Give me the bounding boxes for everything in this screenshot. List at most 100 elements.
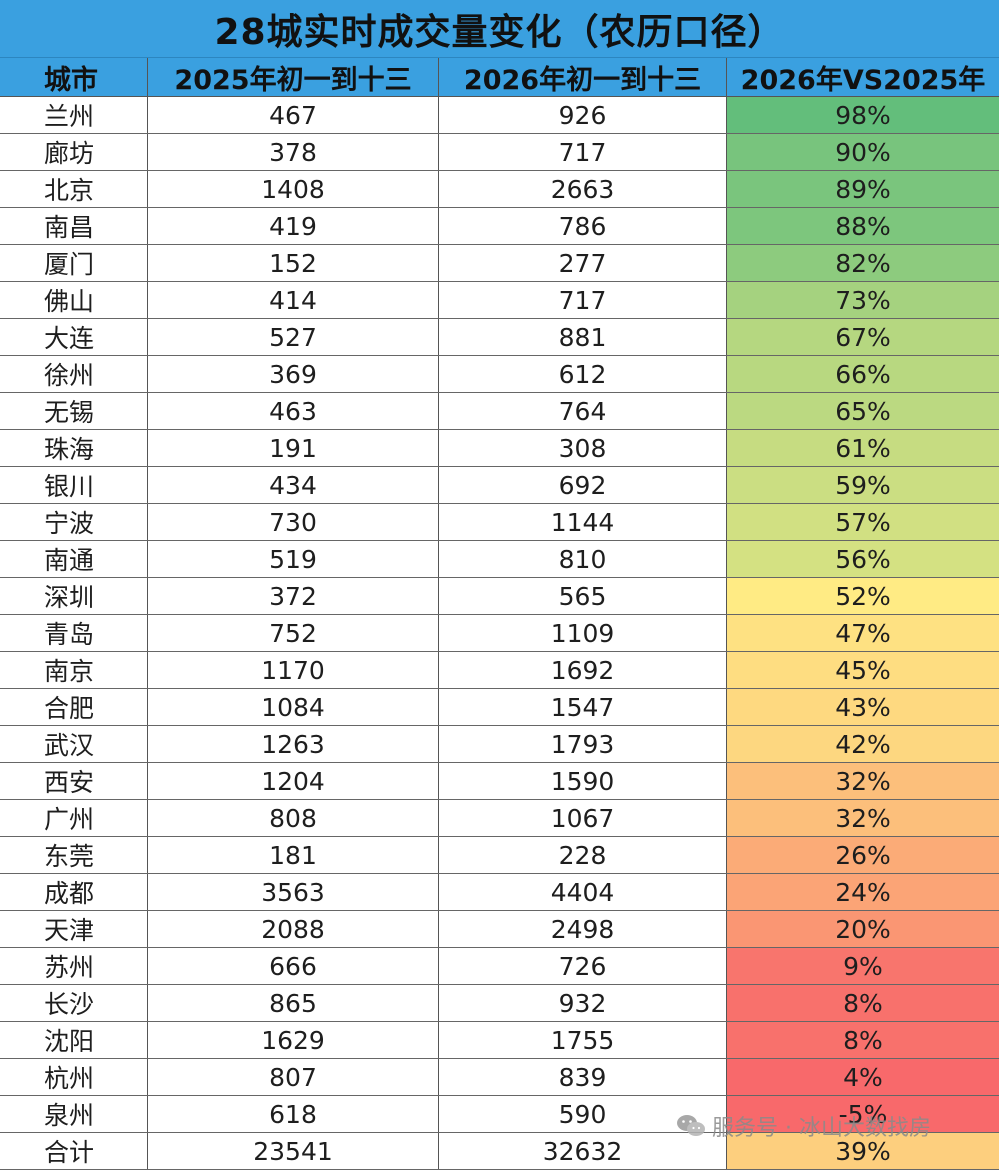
cell-change: -5% [727, 1096, 999, 1132]
cell-2025: 372 [148, 578, 439, 614]
table-row: 东莞 181 228 26% [0, 837, 999, 874]
cell-2025: 2088 [148, 911, 439, 947]
cell-2026: 881 [439, 319, 727, 355]
cell-2026: 932 [439, 985, 727, 1021]
table-row: 广州 808 1067 32% [0, 800, 999, 837]
cell-city: 沈阳 [0, 1022, 148, 1058]
cell-2026: 810 [439, 541, 727, 577]
cell-2026: 786 [439, 208, 727, 244]
cell-2026: 590 [439, 1096, 727, 1132]
cell-2026: 277 [439, 245, 727, 281]
cell-change: 57% [727, 504, 999, 540]
cell-city: 南昌 [0, 208, 148, 244]
cell-change: 61% [727, 430, 999, 466]
cell-2026: 1067 [439, 800, 727, 836]
cell-2025: 865 [148, 985, 439, 1021]
cell-2025: 808 [148, 800, 439, 836]
table-row: 宁波 730 1144 57% [0, 504, 999, 541]
cell-city: 成都 [0, 874, 148, 910]
cell-change: 90% [727, 134, 999, 170]
cell-2026: 565 [439, 578, 727, 614]
cell-city: 无锡 [0, 393, 148, 429]
cell-2026: 1109 [439, 615, 727, 651]
cell-city: 合计 [0, 1133, 148, 1169]
cell-2026: 228 [439, 837, 727, 873]
cell-2026: 2663 [439, 171, 727, 207]
cell-2025: 181 [148, 837, 439, 873]
cell-2026: 692 [439, 467, 727, 503]
table-row: 徐州 369 612 66% [0, 356, 999, 393]
table-row: 青岛 752 1109 47% [0, 615, 999, 652]
cell-change: 88% [727, 208, 999, 244]
cell-2025: 1408 [148, 171, 439, 207]
cell-2025: 3563 [148, 874, 439, 910]
cell-2026: 717 [439, 134, 727, 170]
table-row: 兰州 467 926 98% [0, 97, 999, 134]
cell-change: 8% [727, 985, 999, 1021]
cell-change: 98% [727, 97, 999, 133]
cell-city: 徐州 [0, 356, 148, 392]
table-row: 佛山 414 717 73% [0, 282, 999, 319]
table-row: 武汉 1263 1793 42% [0, 726, 999, 763]
cell-change: 4% [727, 1059, 999, 1095]
table-row: 南通 519 810 56% [0, 541, 999, 578]
cell-change: 65% [727, 393, 999, 429]
cell-2026: 1692 [439, 652, 727, 688]
title-bar: 28城实时成交量变化（农历口径） [0, 0, 999, 58]
cell-change: 89% [727, 171, 999, 207]
cell-city: 大连 [0, 319, 148, 355]
cell-2025: 618 [148, 1096, 439, 1132]
table-row: 合计 23541 32632 39% [0, 1133, 999, 1170]
cell-2026: 1755 [439, 1022, 727, 1058]
cell-2025: 23541 [148, 1133, 439, 1169]
cell-change: 39% [727, 1133, 999, 1169]
cell-2025: 1263 [148, 726, 439, 762]
cell-change: 82% [727, 245, 999, 281]
table-row: 大连 527 881 67% [0, 319, 999, 356]
table-row: 深圳 372 565 52% [0, 578, 999, 615]
cell-change: 26% [727, 837, 999, 873]
cell-change: 20% [727, 911, 999, 947]
cell-2025: 378 [148, 134, 439, 170]
cell-2025: 467 [148, 97, 439, 133]
cell-city: 厦门 [0, 245, 148, 281]
cell-change: 56% [727, 541, 999, 577]
cell-2025: 414 [148, 282, 439, 318]
cell-city: 青岛 [0, 615, 148, 651]
cell-change: 52% [727, 578, 999, 614]
cell-2025: 527 [148, 319, 439, 355]
table-row: 银川 434 692 59% [0, 467, 999, 504]
cell-2025: 1629 [148, 1022, 439, 1058]
cell-2026: 612 [439, 356, 727, 392]
header-2025: 2025年初一到十三 [148, 58, 439, 96]
cell-2026: 1793 [439, 726, 727, 762]
cell-city: 南京 [0, 652, 148, 688]
cell-change: 66% [727, 356, 999, 392]
cell-change: 9% [727, 948, 999, 984]
header-city: 城市 [0, 58, 148, 96]
cell-city: 广州 [0, 800, 148, 836]
table-row: 西安 1204 1590 32% [0, 763, 999, 800]
cell-change: 67% [727, 319, 999, 355]
cell-2025: 752 [148, 615, 439, 651]
cell-city: 天津 [0, 911, 148, 947]
table-row: 无锡 463 764 65% [0, 393, 999, 430]
table-body: 兰州 467 926 98% 廊坊 378 717 90% 北京 1408 2663 89% 南昌 419… [0, 97, 999, 1170]
cell-city: 佛山 [0, 282, 148, 318]
page-title: 28城实时成交量变化（农历口径） [214, 11, 785, 53]
cell-city: 武汉 [0, 726, 148, 762]
cell-2025: 152 [148, 245, 439, 281]
cell-2025: 1204 [148, 763, 439, 799]
cell-2025: 1084 [148, 689, 439, 725]
cell-city: 合肥 [0, 689, 148, 725]
table-row: 杭州 807 839 4% [0, 1059, 999, 1096]
table-row: 珠海 191 308 61% [0, 430, 999, 467]
cell-change: 42% [727, 726, 999, 762]
cell-city: 宁波 [0, 504, 148, 540]
cell-city: 苏州 [0, 948, 148, 984]
cell-2026: 4404 [439, 874, 727, 910]
cell-city: 珠海 [0, 430, 148, 466]
cell-2025: 1170 [148, 652, 439, 688]
cell-2026: 1144 [439, 504, 727, 540]
cell-2025: 369 [148, 356, 439, 392]
